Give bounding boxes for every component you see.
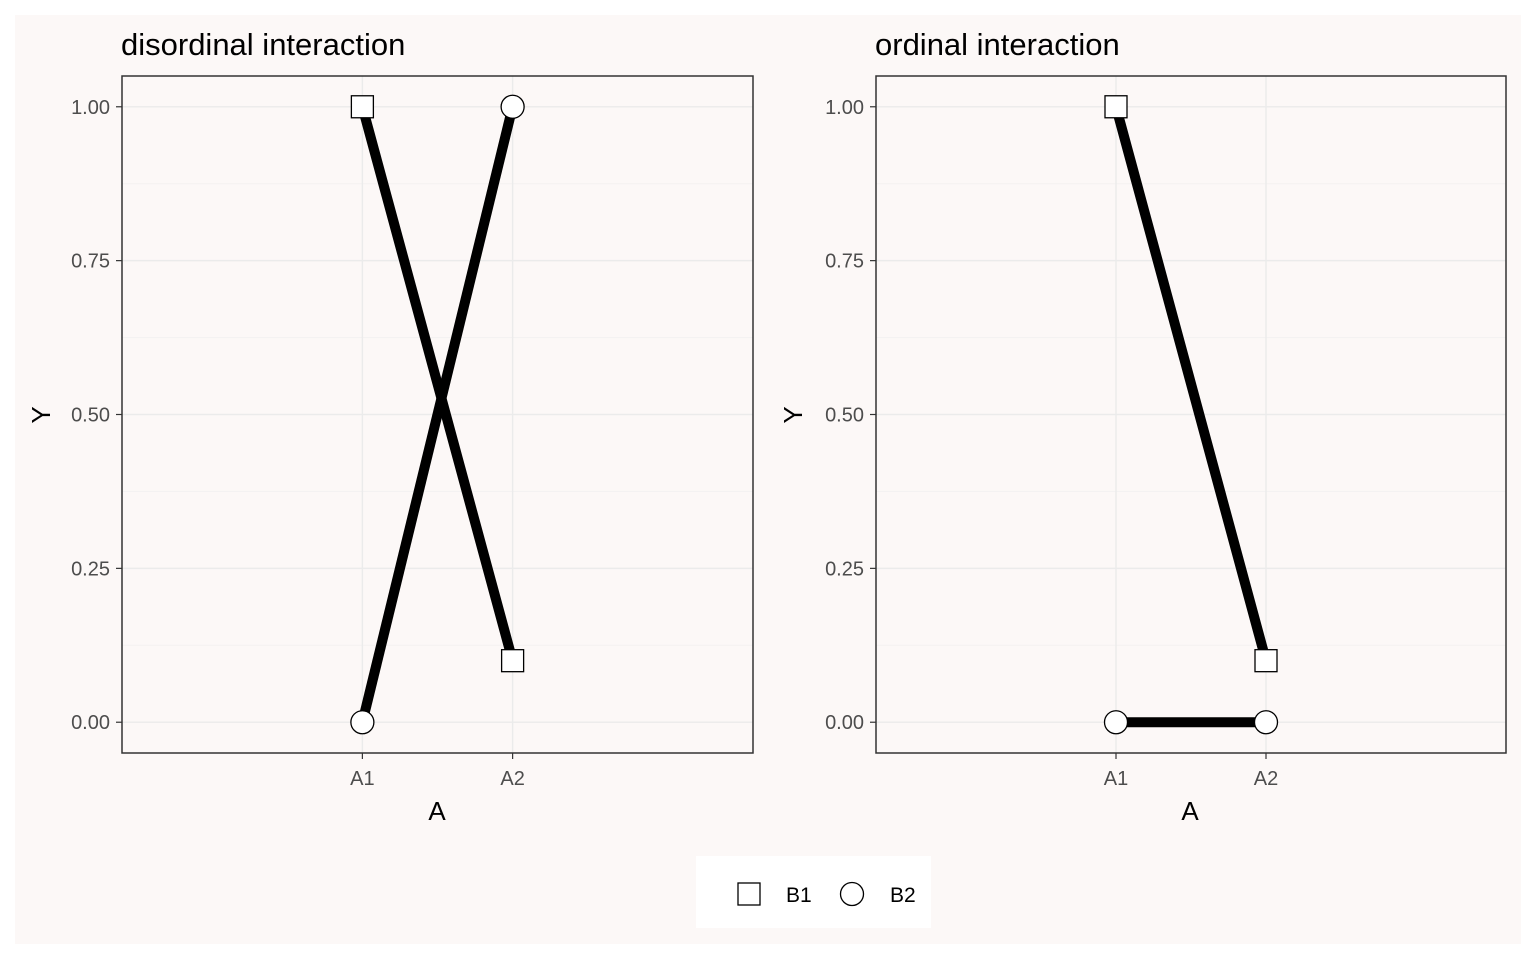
y-axis-title: Y <box>778 406 808 423</box>
legend-label-b1: B1 <box>786 884 812 907</box>
y-tick-label: 0.75 <box>71 251 110 273</box>
marker-square <box>1104 95 1128 119</box>
chart-title: disordinal interaction <box>121 27 405 62</box>
series-markers <box>350 94 525 735</box>
y-tick-label: 0.25 <box>71 558 110 580</box>
marker-circle <box>1103 710 1129 735</box>
y-axis-title: Y <box>26 406 56 423</box>
y-tick-label: 0.25 <box>825 558 864 580</box>
series-line-b2 <box>357 105 518 724</box>
marker-circle <box>1253 710 1279 735</box>
y-tick-label: 0.50 <box>71 405 110 427</box>
y-tick-label: 1.00 <box>71 97 110 119</box>
chart-title: ordinal interaction <box>875 27 1120 62</box>
x-tick-label: A2 <box>500 768 524 790</box>
y-tick-label: 0.50 <box>825 405 864 427</box>
x-tick-label: A2 <box>1254 768 1278 790</box>
y-ticks: 0.00 0.25 0.50 0.75 1.00 <box>71 97 122 734</box>
marker-square <box>350 95 375 119</box>
x-tick-label: A1 <box>350 768 374 790</box>
panel-disordinal: 0.00 0.25 0.50 0.75 1.00 A1 A2 disordinal int… <box>26 27 754 826</box>
x-ticks: A1 A2 <box>1104 753 1278 790</box>
x-ticks: A1 A2 <box>350 753 525 790</box>
panel-ordinal: 0.00 0.25 0.50 0.75 1.00 A1 A2 ordinal intera… <box>778 27 1507 826</box>
x-axis-title: A <box>1181 796 1199 826</box>
y-tick-label: 0.75 <box>825 251 864 273</box>
y-tick-label: 0.00 <box>825 712 864 734</box>
y-tick-label: 0.00 <box>71 712 110 734</box>
series-lines <box>1111 105 1271 728</box>
x-tick-label: A1 <box>1104 768 1128 790</box>
marker-square <box>1254 649 1278 673</box>
legend-key-circle <box>839 881 865 907</box>
y-tick-label: 1.00 <box>825 97 864 119</box>
series-line-b1 <box>1111 105 1271 662</box>
grid-lines <box>876 76 1506 753</box>
legend-key-square <box>737 882 761 906</box>
series-line-b1 <box>357 105 518 662</box>
series-lines <box>357 105 518 724</box>
x-axis-title: A <box>428 796 446 826</box>
series-markers <box>1103 95 1279 735</box>
y-ticks: 0.00 0.25 0.50 0.75 1.00 <box>825 97 876 734</box>
marker-circle <box>500 94 525 119</box>
marker-square <box>500 649 525 673</box>
marker-circle <box>350 710 375 735</box>
legend-background <box>696 856 931 928</box>
legend: B1 B2 <box>696 856 931 928</box>
legend-label-b2: B2 <box>890 884 916 907</box>
